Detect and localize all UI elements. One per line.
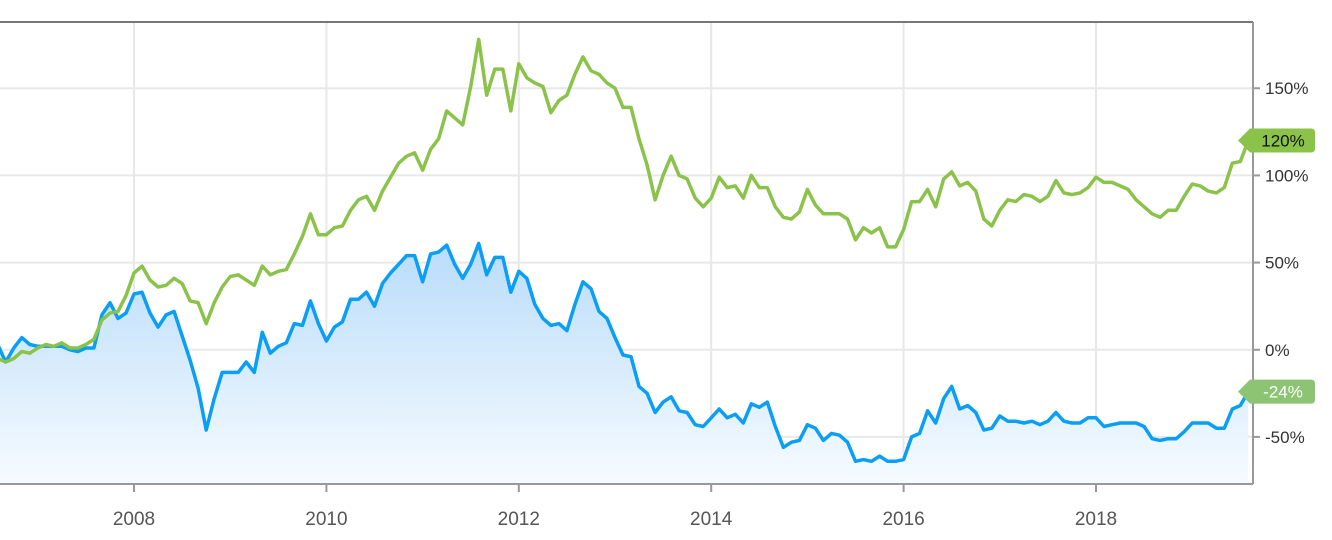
last-value-flags: 120% -24% (1238, 128, 1315, 404)
y-tick-label: 50% (1265, 254, 1299, 273)
x-tick-label: 2010 (305, 509, 347, 530)
series-layer (0, 37, 1250, 484)
y-axis-ticks: 150% 100% 50% 0% -50% (1253, 79, 1308, 447)
series-0-line (0, 37, 1250, 364)
last-value-flag-1: -24% (1238, 379, 1315, 404)
flag-label: -24% (1263, 383, 1303, 402)
y-tick-label: 0% (1265, 341, 1290, 360)
x-tick-label: 2012 (498, 509, 540, 530)
x-tick-label: 2018 (1075, 509, 1117, 530)
flag-label: 120% (1261, 132, 1304, 151)
y-tick-label: -50% (1265, 428, 1305, 447)
series-1-area (0, 243, 1249, 484)
y-tick-label: 100% (1265, 166, 1308, 185)
series-1-line (0, 241, 1250, 464)
x-tick-label: 2014 (690, 509, 733, 530)
x-tick-label: 2016 (882, 509, 924, 530)
x-axis-ticks: 2008 2010 2012 2014 2016 2018 (113, 484, 1117, 530)
y-tick-label: 150% (1265, 79, 1308, 98)
last-value-flag-0: 120% (1238, 128, 1315, 153)
axes (0, 21, 1254, 485)
flag-shape (1238, 379, 1315, 404)
x-tick-label: 2008 (113, 509, 155, 530)
flag-shape (1238, 128, 1315, 153)
